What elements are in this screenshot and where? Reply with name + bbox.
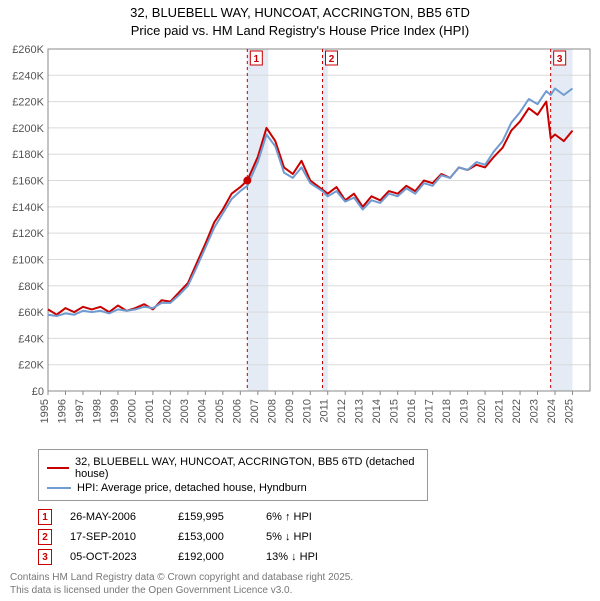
svg-text:2000: 2000 [126, 399, 138, 423]
svg-text:£100K: £100K [12, 255, 44, 267]
svg-text:2015: 2015 [389, 399, 401, 423]
event-delta: 5% ↓ HPI [266, 531, 376, 543]
svg-text:2004: 2004 [196, 399, 208, 423]
svg-text:2025: 2025 [564, 399, 576, 423]
event-delta: 13% ↓ HPI [266, 551, 376, 563]
svg-text:2024: 2024 [546, 399, 558, 423]
svg-text:2023: 2023 [529, 399, 541, 423]
svg-text:2018: 2018 [441, 399, 453, 423]
footer-line-2: This data is licensed under the Open Gov… [10, 584, 590, 597]
svg-text:2012: 2012 [336, 399, 348, 423]
svg-text:1999: 1999 [109, 399, 121, 423]
svg-text:2009: 2009 [284, 399, 296, 423]
svg-text:2021: 2021 [494, 399, 506, 423]
svg-text:2017: 2017 [424, 399, 436, 423]
svg-text:2003: 2003 [179, 399, 191, 423]
event-marker: 3 [38, 549, 52, 565]
legend-row-1: 32, BLUEBELL WAY, HUNCOAT, ACCRINGTON, B… [47, 456, 419, 480]
legend-label-2: HPI: Average price, detached house, Hynd… [77, 482, 307, 494]
svg-text:2002: 2002 [161, 399, 173, 423]
chart-title: 32, BLUEBELL WAY, HUNCOAT, ACCRINGTON, B… [4, 4, 596, 39]
svg-text:2011: 2011 [319, 399, 331, 423]
svg-text:2008: 2008 [266, 399, 278, 423]
chart-svg: £0 £20K £40K £60K £80K £100K £120K £140K £160K £1… [4, 43, 596, 443]
event-list: 1 26-MAY-2006 £159,995 6% ↑ HPI 2 17-SEP-2010… [38, 509, 590, 565]
svg-text:1995: 1995 [39, 399, 51, 423]
svg-text:2006: 2006 [231, 399, 243, 423]
event-delta: 6% ↑ HPI [266, 511, 376, 523]
svg-text:£260K: £260K [12, 44, 44, 56]
svg-text:£140K: £140K [12, 202, 44, 214]
event-date: 26-MAY-2006 [70, 511, 160, 523]
event-price: £159,995 [178, 511, 248, 523]
svg-text:£80K: £80K [18, 281, 44, 293]
svg-text:2013: 2013 [354, 399, 366, 423]
event-marker: 2 [38, 529, 52, 545]
event-date: 05-OCT-2023 [70, 551, 160, 563]
legend-label-1: 32, BLUEBELL WAY, HUNCOAT, ACCRINGTON, B… [75, 456, 419, 480]
legend-swatch-1 [47, 467, 69, 469]
svg-text:2001: 2001 [144, 399, 156, 423]
svg-text:1996: 1996 [56, 399, 68, 423]
svg-text:1: 1 [254, 54, 260, 65]
footer-line-1: Contains HM Land Registry data © Crown c… [10, 571, 590, 584]
svg-text:£240K: £240K [12, 70, 44, 82]
svg-text:£20K: £20K [18, 360, 44, 372]
svg-text:£180K: £180K [12, 149, 44, 161]
event-row: 3 05-OCT-2023 £192,000 13% ↓ HPI [38, 549, 590, 565]
event-row: 2 17-SEP-2010 £153,000 5% ↓ HPI [38, 529, 590, 545]
title-line-2: Price paid vs. HM Land Registry's House … [4, 22, 596, 40]
chart-area: £0 £20K £40K £60K £80K £100K £120K £140K £160K £1… [4, 43, 596, 443]
svg-text:£0: £0 [32, 386, 44, 398]
svg-text:£160K: £160K [12, 176, 44, 188]
legend-row-2: HPI: Average price, detached house, Hynd… [47, 482, 419, 494]
svg-text:£200K: £200K [12, 123, 44, 135]
svg-text:1998: 1998 [91, 399, 103, 423]
svg-text:£60K: £60K [18, 307, 44, 319]
svg-text:2014: 2014 [371, 399, 383, 423]
svg-text:£220K: £220K [12, 97, 44, 109]
svg-text:2010: 2010 [301, 399, 313, 423]
svg-text:3: 3 [557, 54, 563, 65]
event-row: 1 26-MAY-2006 £159,995 6% ↑ HPI [38, 509, 590, 525]
svg-text:2016: 2016 [406, 399, 418, 423]
svg-text:2020: 2020 [476, 399, 488, 423]
event-date: 17-SEP-2010 [70, 531, 160, 543]
svg-text:2005: 2005 [214, 399, 226, 423]
title-line-1: 32, BLUEBELL WAY, HUNCOAT, ACCRINGTON, B… [4, 4, 596, 22]
svg-text:2007: 2007 [249, 399, 261, 423]
svg-text:2019: 2019 [459, 399, 471, 423]
svg-text:£40K: £40K [18, 333, 44, 345]
legend-swatch-2 [47, 487, 71, 489]
legend: 32, BLUEBELL WAY, HUNCOAT, ACCRINGTON, B… [38, 449, 428, 501]
event-price: £192,000 [178, 551, 248, 563]
footer: Contains HM Land Registry data © Crown c… [10, 571, 590, 597]
svg-text:£120K: £120K [12, 228, 44, 240]
svg-text:2022: 2022 [511, 399, 523, 423]
svg-text:1997: 1997 [74, 399, 86, 423]
svg-text:2: 2 [329, 54, 335, 65]
event-marker: 1 [38, 509, 52, 525]
event-price: £153,000 [178, 531, 248, 543]
